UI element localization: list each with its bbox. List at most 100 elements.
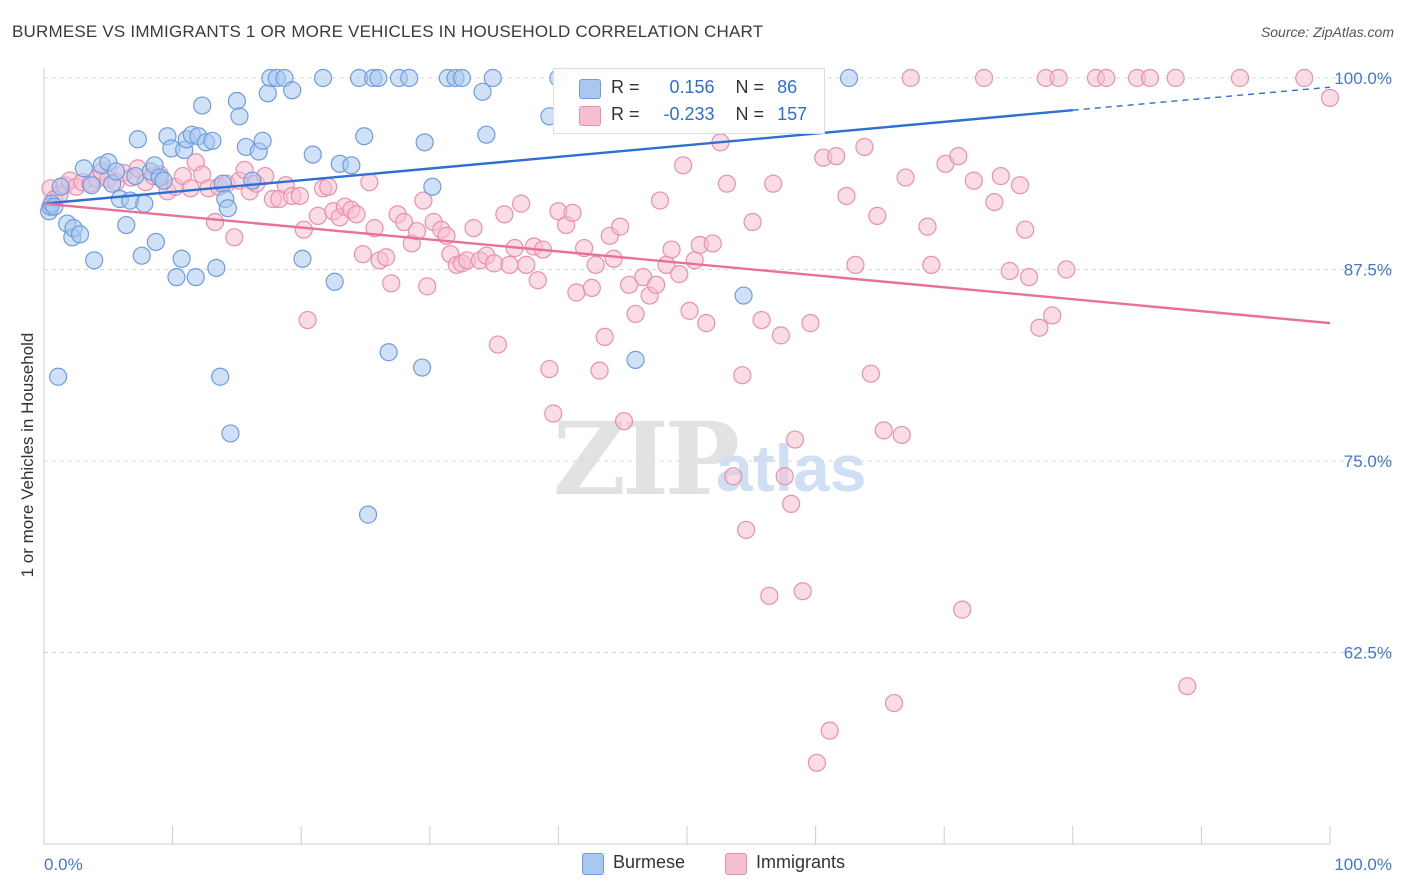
immigrants-n-value: 157 <box>777 104 808 124</box>
burmese-point <box>473 82 492 101</box>
immigrants-point <box>764 174 783 193</box>
burmese-point <box>230 107 249 126</box>
immigrants-point <box>782 494 801 513</box>
immigrants-point <box>512 194 531 213</box>
burmese-swatch-icon <box>579 79 601 99</box>
immigrants-point <box>418 277 437 296</box>
immigrants-trend-line <box>43 202 1331 325</box>
immigrants-point <box>1295 68 1314 88</box>
y-tick-label: 75.0% <box>1344 452 1392 471</box>
immigrants-point <box>801 314 820 333</box>
burmese-point <box>167 268 186 287</box>
burmese-point <box>423 177 442 196</box>
burmese-point <box>128 130 147 149</box>
immigrants-point <box>620 275 639 294</box>
immigrants-point <box>793 582 812 601</box>
burmese-point <box>203 131 222 150</box>
immigrants-point <box>737 520 756 540</box>
immigrants-point <box>582 278 601 297</box>
immigrants-point <box>846 255 865 275</box>
burmese-point <box>126 166 145 186</box>
immigrants-point <box>650 191 670 210</box>
burmese-point <box>74 159 93 178</box>
immigrants-point <box>394 212 414 232</box>
immigrants-point <box>1043 306 1062 325</box>
burmese-point <box>132 246 151 265</box>
immigrants-point <box>181 179 200 198</box>
immigrants-point <box>382 274 401 293</box>
immigrants-point <box>563 203 582 222</box>
immigrants-point <box>868 206 887 225</box>
immigrants-point <box>485 254 504 273</box>
burmese-point <box>355 127 374 146</box>
immigrants-point <box>376 248 396 267</box>
immigrants-point <box>922 255 941 275</box>
burmese-point <box>400 68 419 88</box>
immigrants-point <box>884 693 904 713</box>
immigrants-point <box>1320 88 1340 108</box>
immigrants-point <box>820 721 839 740</box>
burmese-point <box>211 367 230 386</box>
immigrants-point <box>1230 68 1250 88</box>
immigrants-point <box>724 467 743 486</box>
immigrants-point <box>743 212 762 232</box>
immigrants-point <box>1097 68 1116 88</box>
immigrants-point <box>407 222 427 241</box>
immigrants-point <box>298 310 317 330</box>
immigrants-point <box>308 206 328 225</box>
immigrants-point <box>353 245 373 264</box>
immigrants-point <box>1049 68 1068 88</box>
burmese-point <box>303 145 322 164</box>
burmese-point <box>82 176 101 195</box>
immigrants-point <box>892 425 911 445</box>
immigrants-point <box>495 205 514 224</box>
y-tick-label: 100.0% <box>1334 69 1392 88</box>
immigrants-point <box>414 191 433 210</box>
immigrants-point <box>717 174 736 193</box>
burmese-point <box>415 133 434 152</box>
immigrants-r-label: R = <box>611 104 640 124</box>
immigrants-point <box>861 364 880 383</box>
immigrants-legend-label: Immigrants <box>756 852 846 872</box>
correlation-legend: R = 0.156 N = 86 R = -0.233 N = 157 <box>553 68 825 134</box>
burmese-point <box>221 424 240 443</box>
immigrants-point <box>611 217 630 236</box>
immigrants-point <box>760 586 779 605</box>
y-tick-label: 87.5% <box>1344 261 1392 280</box>
immigrants-point <box>626 304 645 324</box>
immigrants-r-value: -0.233 <box>663 104 715 124</box>
immigrants-point <box>517 255 536 275</box>
burmese-point <box>734 286 753 305</box>
immigrants-point <box>464 219 483 238</box>
immigrants-point <box>901 68 920 88</box>
immigrants-point <box>785 430 805 449</box>
immigrants-point <box>680 301 699 320</box>
burmese-legend-icon <box>582 853 604 875</box>
immigrants-point <box>855 137 874 157</box>
burmese-point <box>117 215 136 235</box>
immigrants-legend-icon <box>725 853 747 875</box>
burmese-point <box>253 131 272 150</box>
burmese-point <box>243 171 262 190</box>
immigrants-point <box>590 361 609 380</box>
burmese-point <box>379 343 398 362</box>
burmese-point <box>626 350 645 369</box>
immigrants-point <box>614 412 634 431</box>
burmese-point <box>49 367 68 386</box>
immigrants-point <box>500 255 519 275</box>
burmese-point <box>325 272 344 291</box>
immigrants-point <box>874 421 893 440</box>
immigrants-point <box>544 404 563 423</box>
burmese-trend-extension <box>1072 86 1331 111</box>
burmese-point <box>342 156 361 175</box>
immigrants-point <box>827 147 846 166</box>
burmese-point <box>106 162 126 181</box>
immigrants-point <box>685 251 704 270</box>
immigrants-point <box>1019 268 1039 287</box>
burmese-r-value: 0.156 <box>669 77 715 97</box>
x-tick-label-max: 100.0% <box>1334 855 1392 874</box>
immigrants-point <box>1178 677 1197 696</box>
immigrants-point <box>488 335 508 354</box>
burmese-point <box>369 68 388 88</box>
burmese-n-label: N = <box>735 77 765 97</box>
